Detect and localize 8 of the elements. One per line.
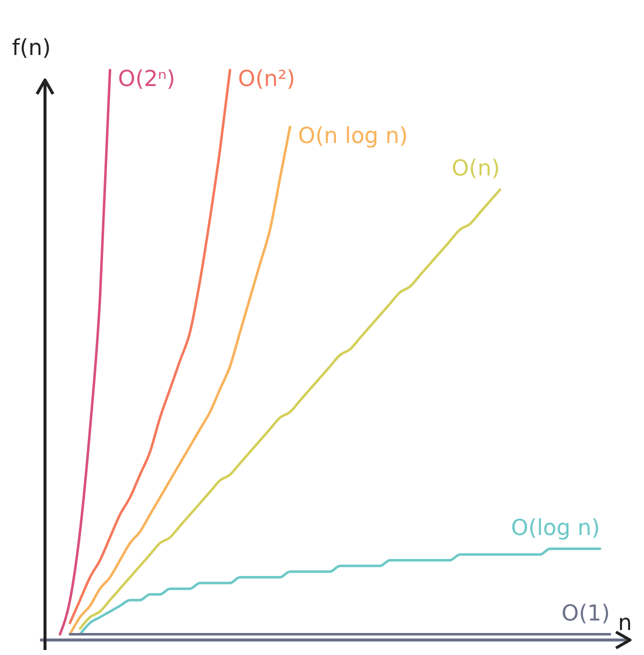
series-label: O(1) xyxy=(562,601,610,626)
series-label: O(n) xyxy=(452,156,500,182)
series-label: O(log n) xyxy=(511,516,600,541)
series-label: O(2ⁿ) xyxy=(118,67,176,92)
y-axis-title: f(n) xyxy=(12,36,51,61)
x-axis-title: n xyxy=(618,611,632,636)
series-label: O(n²) xyxy=(238,67,296,92)
series-label: O(n log n) xyxy=(298,124,408,149)
